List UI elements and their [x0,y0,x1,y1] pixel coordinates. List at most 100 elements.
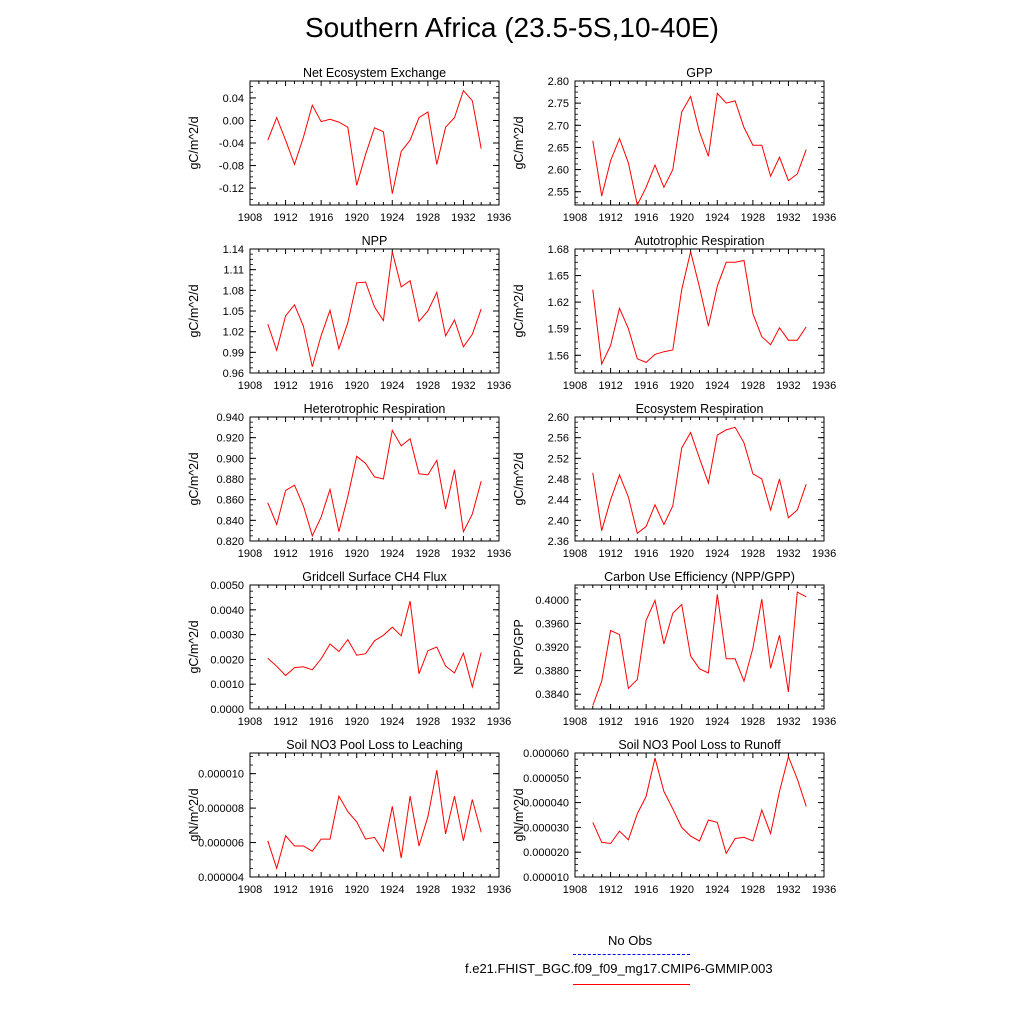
y-tick-label: 0.0020 [210,654,244,666]
series-line [592,251,807,366]
chart-title: Ecosystem Respiration [636,402,764,416]
x-tick-label: 1916 [634,212,658,224]
x-tick-label: 1924 [380,716,404,728]
x-tick-label: 1916 [309,380,333,392]
y-tick-label: 1.56 [548,350,569,362]
x-tick-label: 1932 [451,380,475,392]
x-tick-label: 1928 [416,212,440,224]
series-line [267,251,482,367]
y-tick-label: 0.04 [223,93,244,105]
chart-title: GPP [686,66,712,80]
y-tick-label: 2.65 [548,142,569,154]
x-tick-label: 1912 [598,548,622,560]
y-tick-label: 2.80 [548,76,569,88]
chart-heterotrophic-respiration: Heterotrophic Respiration gC/m^2/d 1908 191… [187,402,511,560]
x-tick-label: 1908 [563,548,587,560]
chart-npp: NPP gC/m^2/d 1908 1912 1916 1920 1924 1928 1932 1… [187,234,511,392]
y-axis-label: gC/m^2/d [187,620,201,673]
x-tick-label: 1920 [344,212,368,224]
x-tick-label: 1932 [451,884,475,896]
chart-title: Carbon Use Efficiency (NPP/GPP) [604,570,795,584]
x-tick-label: 1924 [380,380,404,392]
series-line [267,428,482,538]
series-line [267,89,482,194]
chart-title: Autotrophic Respiration [635,234,765,248]
y-tick-label: 0.000008 [198,803,244,815]
y-axis-label: gC/m^2/d [512,452,526,505]
x-tick-label: 1928 [741,716,765,728]
x-tick-label: 1912 [598,716,622,728]
y-tick-label: 0.3960 [535,618,569,630]
y-tick-label: 0.900 [216,453,244,465]
y-tick-label: 0.0000 [210,704,244,716]
x-tick-label: 1936 [812,212,836,224]
y-tick-label: 1.05 [223,306,244,318]
y-tick-label: 0.940 [216,412,244,424]
series-line [592,591,807,706]
y-tick-label: 1.02 [223,327,244,339]
y-tick-label: 2.75 [548,98,569,110]
plot-frame [249,248,500,374]
x-tick-label: 1936 [812,380,836,392]
x-tick-label: 1920 [669,716,693,728]
x-tick-label: 1936 [487,212,511,224]
x-tick-label: 1936 [487,716,511,728]
plot-frame [574,80,825,206]
x-tick-label: 1924 [380,884,404,896]
x-tick-label: 1908 [238,548,262,560]
x-tick-label: 1928 [416,884,440,896]
x-tick-label: 1908 [238,884,262,896]
x-tick-label: 1912 [598,212,622,224]
x-tick-label: 1928 [741,212,765,224]
x-tick-label: 1908 [563,716,587,728]
x-tick-label: 1912 [598,884,622,896]
y-tick-label: 0.860 [216,495,244,507]
x-tick-label: 1932 [451,548,475,560]
x-tick-label: 1928 [416,548,440,560]
x-tick-label: 1908 [563,380,587,392]
y-axis-label: gC/m^2/d [187,284,201,337]
y-tick-label: 2.60 [548,412,569,424]
x-tick-label: 1912 [273,212,297,224]
y-tick-label: 2.52 [548,453,569,465]
x-tick-label: 1916 [634,716,658,728]
series-line [592,92,807,207]
x-tick-label: 1912 [273,548,297,560]
x-tick-label: 1908 [563,884,587,896]
x-tick-label: 1920 [669,548,693,560]
y-tick-label: 0.000004 [198,872,244,884]
y-axis-label: gC/m^2/d [187,116,201,169]
x-tick-label: 1916 [309,548,333,560]
y-tick-label: 0.0050 [210,580,244,592]
y-tick-label: 0.000040 [523,798,569,810]
y-tick-label: -0.08 [219,161,244,173]
chart-title: Net Ecosystem Exchange [303,66,446,80]
x-tick-label: 1928 [741,884,765,896]
x-tick-label: 1924 [380,548,404,560]
plot-frame [249,584,500,710]
y-tick-label: -0.12 [219,183,244,195]
x-tick-label: 1928 [741,380,765,392]
plot-frame [574,752,825,878]
y-tick-label: 1.65 [548,271,569,283]
x-tick-label: 1912 [598,380,622,392]
y-tick-label: 0.000060 [523,748,569,760]
plot-frame [249,80,500,206]
x-tick-label: 1932 [776,548,800,560]
x-tick-label: 1924 [705,380,729,392]
y-tick-label: 2.60 [548,165,569,177]
x-tick-label: 1908 [238,212,262,224]
y-tick-label: 0.000050 [523,773,569,785]
y-tick-label: -0.04 [219,138,244,150]
chart-gpp: GPP gC/m^2/d 1908 1912 1916 1920 1924 1928 1932 1… [512,66,836,224]
y-tick-label: 0.3880 [535,666,569,678]
plot-frame [249,752,500,878]
x-tick-label: 1928 [741,548,765,560]
x-tick-label: 1932 [776,884,800,896]
plot-frame [574,416,825,542]
y-tick-label: 2.55 [548,187,569,199]
y-axis-label: gC/m^2/d [512,116,526,169]
y-tick-label: 0.99 [223,347,244,359]
y-tick-label: 2.56 [548,433,569,445]
